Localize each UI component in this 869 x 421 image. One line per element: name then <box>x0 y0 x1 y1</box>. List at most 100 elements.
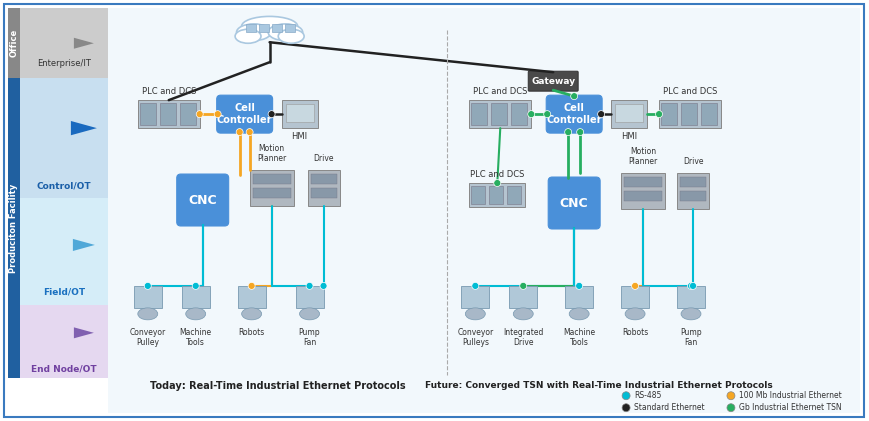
Circle shape <box>689 282 696 289</box>
Bar <box>565 286 594 308</box>
Polygon shape <box>76 41 91 45</box>
Text: Machine
Tools: Machine Tools <box>563 328 595 347</box>
Ellipse shape <box>269 24 302 40</box>
Text: Enterprise/IT: Enterprise/IT <box>37 59 91 68</box>
Text: CNC: CNC <box>560 197 588 210</box>
Text: Office: Office <box>10 29 18 57</box>
Polygon shape <box>73 239 95 251</box>
Bar <box>182 286 209 308</box>
Circle shape <box>632 282 639 289</box>
Bar <box>8 8 108 78</box>
Circle shape <box>236 129 243 136</box>
Bar <box>308 170 340 206</box>
Circle shape <box>494 179 501 187</box>
Circle shape <box>727 392 735 400</box>
FancyBboxPatch shape <box>547 95 602 133</box>
Bar <box>140 103 156 125</box>
Bar <box>680 177 706 187</box>
Bar <box>469 183 525 207</box>
Bar <box>310 188 336 198</box>
Bar <box>8 198 108 305</box>
FancyBboxPatch shape <box>4 4 864 417</box>
Bar <box>677 173 709 209</box>
Bar <box>108 8 859 413</box>
Text: Drive: Drive <box>683 157 703 166</box>
Ellipse shape <box>569 308 589 320</box>
Text: 100 Mb Industrial Ethernet: 100 Mb Industrial Ethernet <box>739 391 842 400</box>
Bar <box>272 24 282 32</box>
Bar <box>134 286 162 308</box>
Text: Robots: Robots <box>238 328 265 337</box>
Text: Cell
Controller: Cell Controller <box>217 103 272 125</box>
Bar <box>659 100 721 128</box>
Circle shape <box>527 111 534 117</box>
Bar <box>681 103 697 125</box>
Polygon shape <box>74 328 94 338</box>
Circle shape <box>520 282 527 289</box>
FancyBboxPatch shape <box>548 177 600 229</box>
Bar <box>624 191 662 201</box>
Bar <box>284 24 295 32</box>
Bar <box>286 104 314 122</box>
Ellipse shape <box>514 308 534 320</box>
Text: Gateway: Gateway <box>531 77 575 86</box>
Polygon shape <box>79 244 89 246</box>
FancyBboxPatch shape <box>176 174 229 226</box>
Circle shape <box>144 282 151 289</box>
Bar <box>253 188 290 198</box>
Ellipse shape <box>236 24 271 40</box>
Text: Cell
Controller: Cell Controller <box>547 103 602 125</box>
Bar <box>8 78 108 198</box>
Bar <box>624 177 662 187</box>
Text: CNC: CNC <box>189 194 217 207</box>
Text: Machine
Tools: Machine Tools <box>180 328 212 347</box>
Bar <box>8 305 108 378</box>
Ellipse shape <box>625 308 645 320</box>
Bar <box>511 103 527 125</box>
Text: Pump
Fan: Pump Fan <box>299 328 321 347</box>
Bar <box>8 8 20 78</box>
Ellipse shape <box>278 29 304 43</box>
Text: Conveyor
Pulley: Conveyor Pulley <box>129 328 166 347</box>
Text: Field/OT: Field/OT <box>43 288 85 297</box>
Ellipse shape <box>465 308 485 320</box>
Circle shape <box>214 111 222 117</box>
Circle shape <box>249 282 255 289</box>
Text: Robots: Robots <box>622 328 648 337</box>
Ellipse shape <box>138 308 158 320</box>
Text: HMI: HMI <box>291 132 308 141</box>
Ellipse shape <box>242 308 262 320</box>
Bar <box>295 286 323 308</box>
Text: Motion
Planner: Motion Planner <box>628 147 658 166</box>
Bar <box>310 174 336 184</box>
Bar <box>615 104 643 122</box>
Bar <box>461 286 489 308</box>
Bar <box>8 78 20 378</box>
Circle shape <box>687 282 694 289</box>
Text: Standard Ethernet: Standard Ethernet <box>634 403 705 412</box>
Circle shape <box>544 111 551 117</box>
Text: RS-485: RS-485 <box>634 391 661 400</box>
Circle shape <box>577 129 584 136</box>
Bar <box>509 286 537 308</box>
Text: Control/OT: Control/OT <box>36 181 91 190</box>
Text: End Node/OT: End Node/OT <box>31 365 96 374</box>
Text: PLC and DCS: PLC and DCS <box>470 170 525 179</box>
Bar <box>680 191 706 201</box>
Text: Conveyor
Pulleys: Conveyor Pulleys <box>457 328 494 347</box>
Bar <box>471 103 488 125</box>
Bar <box>621 173 665 209</box>
Bar <box>471 186 485 204</box>
Bar <box>469 100 531 128</box>
Ellipse shape <box>681 308 701 320</box>
Text: Drive: Drive <box>314 154 334 163</box>
Text: PLC and DCS: PLC and DCS <box>473 87 527 96</box>
Text: HMI: HMI <box>621 132 637 141</box>
Circle shape <box>196 111 203 117</box>
Bar <box>253 174 290 184</box>
Text: Produciton Facility: Produciton Facility <box>10 184 18 273</box>
FancyBboxPatch shape <box>528 71 578 91</box>
Bar <box>491 103 507 125</box>
Circle shape <box>306 282 313 289</box>
Bar <box>138 100 200 128</box>
